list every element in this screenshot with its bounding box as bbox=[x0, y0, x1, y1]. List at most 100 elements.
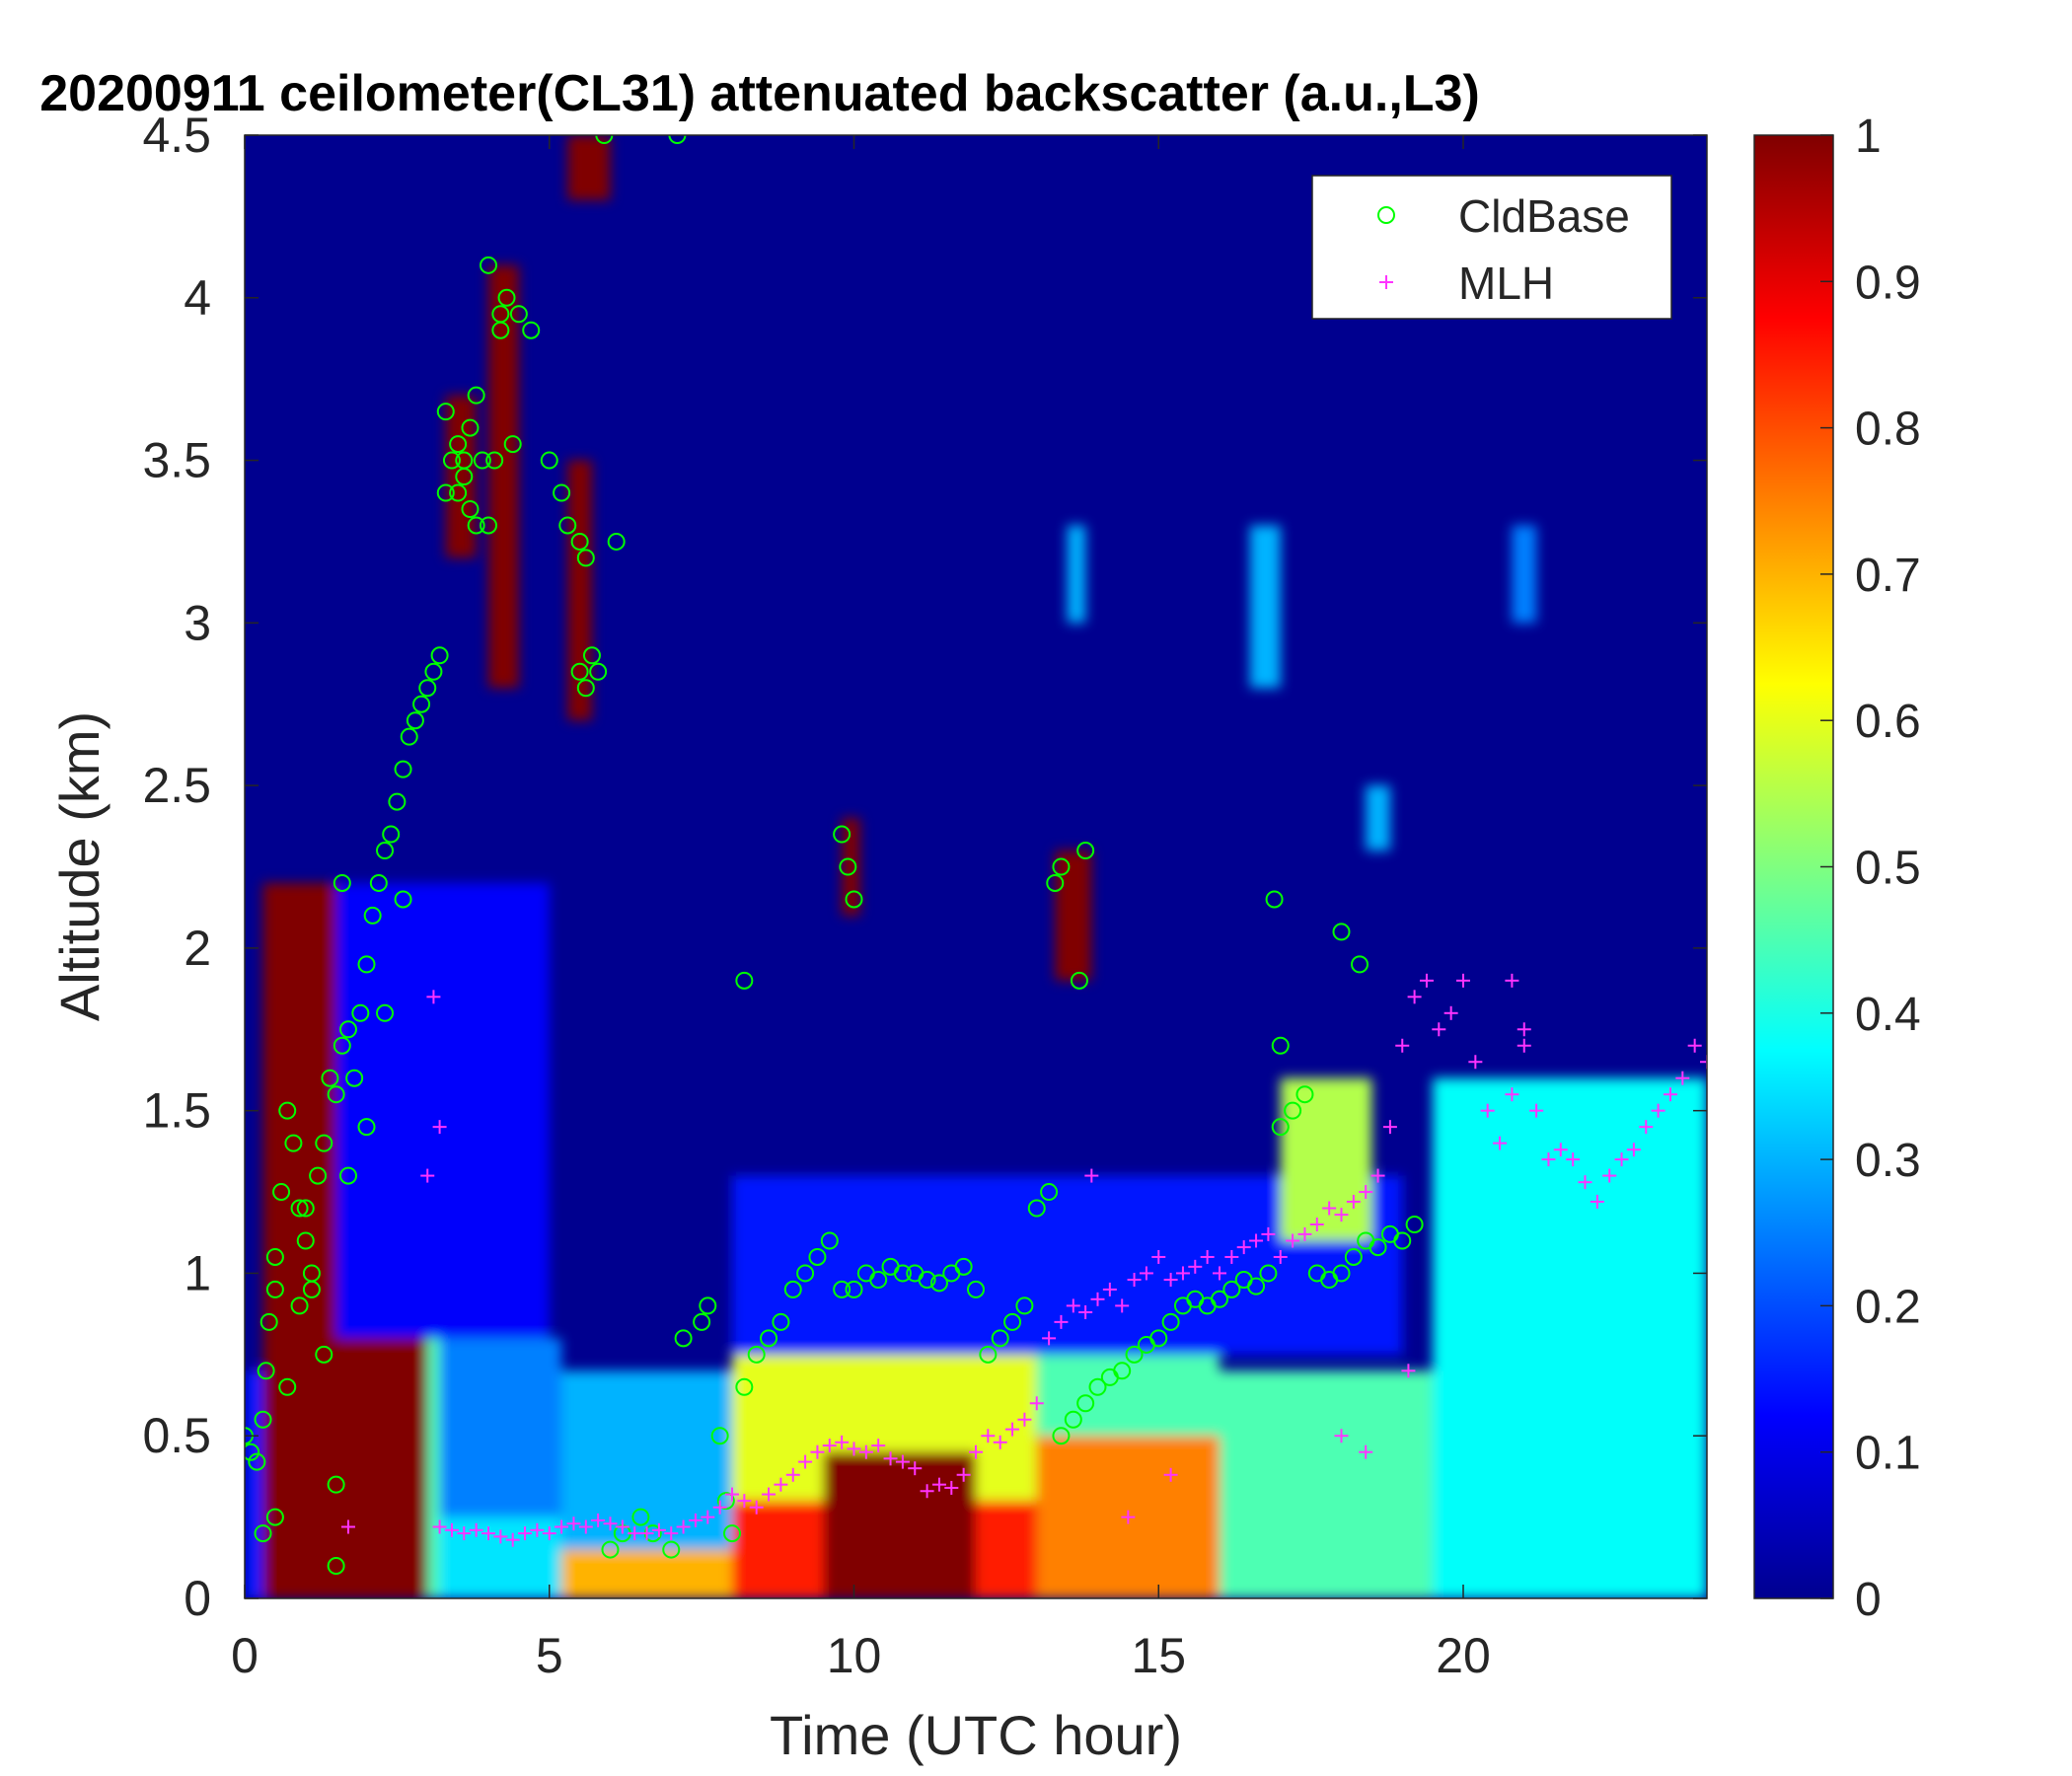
legend-box bbox=[1311, 175, 1672, 320]
cldbase-point bbox=[839, 857, 857, 876]
cldbase-point bbox=[1088, 1377, 1107, 1396]
mlh-point bbox=[1602, 1168, 1617, 1183]
cldbase-point bbox=[302, 1280, 321, 1298]
legend-mlh-label: MLH bbox=[1458, 258, 1554, 309]
cldbase-point bbox=[491, 305, 510, 324]
cldbase-point bbox=[338, 1166, 357, 1185]
mlh-point bbox=[701, 1510, 715, 1524]
mlh-point bbox=[1407, 990, 1422, 1004]
cldbase-point bbox=[449, 435, 468, 454]
y-tick-label: 3 bbox=[184, 595, 211, 650]
mlh-point bbox=[1175, 1266, 1190, 1281]
backscatter-region bbox=[1055, 851, 1092, 981]
legend-mlh-marker bbox=[1379, 275, 1393, 289]
mlh-point bbox=[993, 1435, 1007, 1449]
cldbase-point bbox=[1211, 1290, 1228, 1308]
mlh-point bbox=[1651, 1103, 1665, 1118]
backscatter-region bbox=[1366, 785, 1390, 851]
mlh-point bbox=[1090, 1292, 1105, 1306]
y-tick-label: 2 bbox=[184, 921, 211, 976]
mlh-point bbox=[969, 1444, 983, 1459]
backscatter-region bbox=[1249, 525, 1281, 689]
cldbase-point bbox=[1332, 1264, 1351, 1283]
mlh-point bbox=[493, 1529, 508, 1544]
plot-area bbox=[244, 134, 1708, 1599]
mlh-point bbox=[1163, 1273, 1178, 1288]
mlh-point bbox=[1505, 973, 1519, 988]
mlh-point bbox=[895, 1454, 910, 1469]
cldbase-point bbox=[248, 1452, 266, 1471]
colorbar: 0 0.1 0.2 0.3 0.4 0.5 0.6 0.7 0.8 0.9 1 bbox=[1753, 111, 1921, 1626]
mlh-point bbox=[725, 1487, 739, 1502]
colorbar-tick-label: 0.4 bbox=[1855, 989, 1921, 1041]
cldbase-point bbox=[394, 890, 412, 909]
mlh-point bbox=[1334, 1429, 1349, 1443]
cldbase-point bbox=[480, 256, 497, 274]
mlh-point bbox=[481, 1526, 495, 1541]
y-tick-label: 0 bbox=[184, 1571, 211, 1626]
cldbase-point bbox=[558, 516, 577, 535]
mlh-point bbox=[615, 1519, 629, 1534]
mlh-point bbox=[737, 1494, 752, 1509]
colorbar-tick-label: 0.1 bbox=[1855, 1428, 1921, 1480]
mlh-point bbox=[639, 1526, 654, 1541]
cldbase-point bbox=[1344, 1247, 1363, 1266]
cldbase-point bbox=[467, 386, 485, 405]
cldbase-point bbox=[357, 955, 376, 974]
colorbar-tick-label: 1 bbox=[1855, 111, 1882, 163]
mlh-point bbox=[931, 1477, 946, 1492]
mlh-point bbox=[1261, 1226, 1276, 1241]
backscatter-region bbox=[488, 264, 519, 689]
mlh-point bbox=[762, 1487, 777, 1502]
cldbase-point bbox=[1332, 923, 1351, 941]
colorbar-tick-label: 0 bbox=[1855, 1574, 1882, 1626]
x-tick-label: 0 bbox=[231, 1628, 259, 1683]
cldbase-point bbox=[449, 483, 468, 502]
cldbase-point bbox=[363, 906, 382, 925]
mlh-point bbox=[518, 1526, 533, 1541]
cldbase-point bbox=[265, 1247, 284, 1266]
mlh-point bbox=[1456, 973, 1470, 988]
mlh-point bbox=[688, 1513, 703, 1527]
mlh-point bbox=[1401, 1364, 1416, 1378]
plot-frame bbox=[244, 134, 1708, 1599]
backscatter-region bbox=[439, 1338, 562, 1517]
colorbar-tick-label: 0.2 bbox=[1855, 1281, 1921, 1333]
mlh-point bbox=[1529, 1103, 1544, 1118]
mlh-point bbox=[1309, 1218, 1324, 1232]
backscatter-region bbox=[567, 135, 611, 200]
cldbase-point bbox=[845, 1280, 863, 1298]
cldbase-point bbox=[570, 662, 589, 681]
mlh-point bbox=[871, 1439, 886, 1453]
cldbase-point bbox=[376, 842, 395, 860]
mlh-point bbox=[1236, 1240, 1251, 1255]
y-axis-label: Altitude (km) bbox=[48, 711, 111, 1021]
mlh-point bbox=[1200, 1249, 1215, 1264]
cldbase-point bbox=[1052, 1427, 1071, 1445]
cldbase-point bbox=[351, 1003, 370, 1022]
cldbase-point bbox=[1247, 1277, 1266, 1295]
mlh-point bbox=[1578, 1175, 1592, 1190]
mlh-point bbox=[426, 990, 441, 1004]
cldbase-point bbox=[967, 1280, 985, 1298]
cldbase-point bbox=[485, 451, 504, 470]
cldbase-point bbox=[929, 1274, 948, 1293]
mlh-point bbox=[1517, 1038, 1531, 1053]
cldbase-point bbox=[442, 451, 461, 470]
mlh-point bbox=[542, 1526, 556, 1541]
backscatter-region bbox=[1220, 1370, 1434, 1598]
mlh-point bbox=[1213, 1266, 1226, 1281]
cldbase-point bbox=[1070, 971, 1088, 990]
mlh-point bbox=[956, 1467, 971, 1482]
mlh-point bbox=[1322, 1201, 1337, 1216]
mlh-point bbox=[1419, 973, 1434, 988]
cldbase-point bbox=[631, 1508, 650, 1526]
backscatter-region bbox=[335, 882, 550, 1339]
cldbase-point bbox=[315, 1345, 333, 1364]
mlh-point bbox=[908, 1461, 923, 1476]
cldbase-point bbox=[257, 1362, 275, 1380]
mlh-point bbox=[1121, 1510, 1136, 1524]
mlh-point bbox=[798, 1454, 813, 1469]
cldbase-point bbox=[327, 1557, 345, 1576]
mlh-point bbox=[1005, 1422, 1020, 1437]
